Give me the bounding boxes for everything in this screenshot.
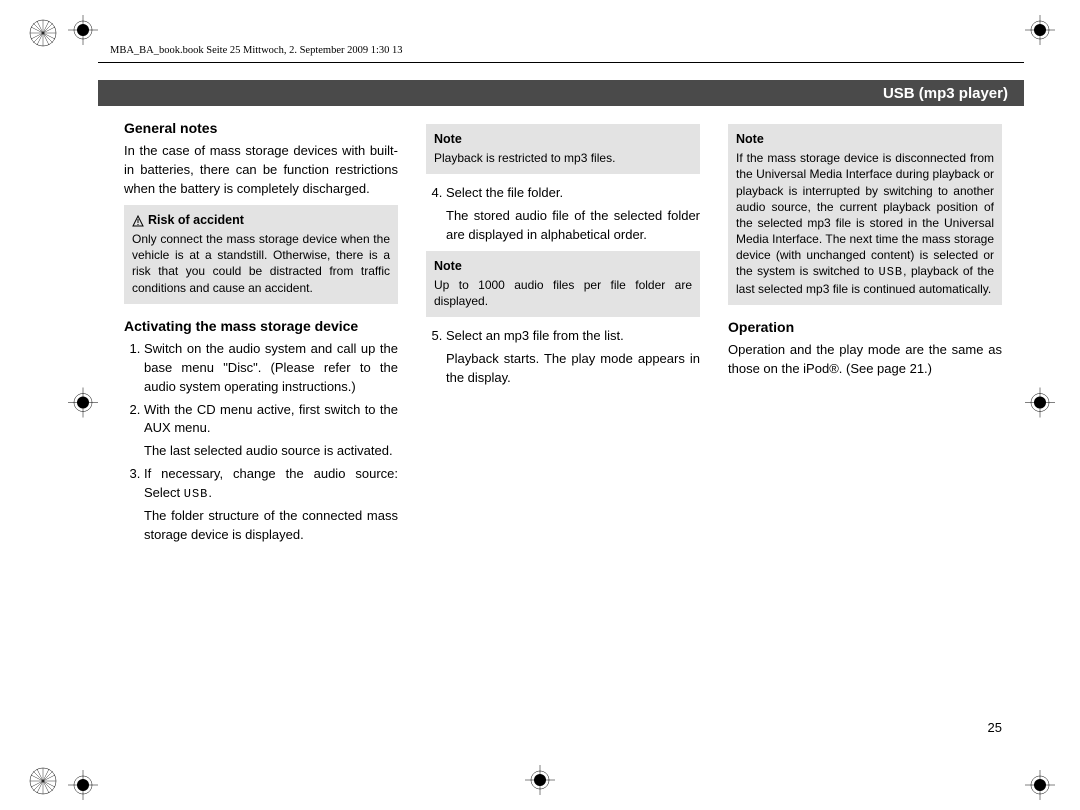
- warning-box: Risk of accident Only connect the mass s…: [124, 205, 398, 304]
- crop-mark-tl: [68, 15, 98, 45]
- warning-body: Only connect the mass storage device whe…: [132, 231, 390, 296]
- note-box-1: Note Playback is restricted to mp3 files…: [426, 124, 700, 174]
- step-2: With the CD menu active, first switch to…: [144, 401, 398, 462]
- crop-rosette-tl: [28, 18, 58, 48]
- note3-body: If the mass storage device is disconnect…: [736, 150, 994, 297]
- page-header: USB (mp3 player): [98, 80, 1024, 106]
- heading-operation: Operation: [728, 317, 1002, 337]
- column-2: Note Playback is restricted to mp3 files…: [426, 118, 700, 549]
- note-box-3: Note If the mass storage device is disco…: [728, 124, 1002, 305]
- step-3: If necessary, change the audio source: S…: [144, 465, 398, 545]
- step-4: Select the file folder. The stored audio…: [446, 184, 700, 245]
- heading-general-notes: General notes: [124, 118, 398, 138]
- warning-title: Risk of accident: [148, 211, 244, 229]
- note2-body: Up to 1000 audio files per file folder a…: [434, 277, 692, 309]
- header-rule: [98, 62, 1024, 63]
- crop-mark-bottom: [525, 765, 555, 800]
- crop-mark-right: [1025, 388, 1055, 423]
- note-box-2: Note Up to 1000 audio files per file fol…: [426, 251, 700, 318]
- note1-title: Note: [434, 130, 692, 148]
- note2-title: Note: [434, 257, 692, 275]
- crop-mark-left: [68, 388, 98, 423]
- step-5: Select an mp3 file from the list. Playba…: [446, 327, 700, 388]
- crop-mark-bl: [68, 770, 98, 800]
- note1-body: Playback is restricted to mp3 files.: [434, 150, 692, 166]
- para-operation: Operation and the play mode are the same…: [728, 341, 1002, 379]
- warning-triangle-icon: [132, 214, 144, 226]
- warning-title-row: Risk of accident: [132, 211, 390, 229]
- crop-mark-br: [1025, 770, 1055, 800]
- para-general: In the case of mass storage devices with…: [124, 142, 398, 199]
- file-info: MBA_BA_book.book Seite 25 Mittwoch, 2. S…: [110, 45, 403, 56]
- page-number: 25: [988, 720, 1002, 735]
- steps-list-3: Select an mp3 file from the list. Playba…: [426, 327, 700, 388]
- step-1: Switch on the audio system and call up t…: [144, 340, 398, 397]
- column-1: General notes In the case of mass storag…: [124, 118, 398, 549]
- content-columns: General notes In the case of mass storag…: [124, 118, 1002, 549]
- crop-rosette-bl: [28, 766, 58, 796]
- steps-list-2: Select the file folder. The stored audio…: [426, 184, 700, 245]
- note3-title: Note: [736, 130, 994, 148]
- crop-mark-tr: [1025, 15, 1055, 45]
- heading-activating: Activating the mass storage device: [124, 316, 398, 336]
- page-header-title: USB (mp3 player): [883, 85, 1008, 102]
- column-3: Note If the mass storage device is disco…: [728, 118, 1002, 549]
- steps-list-1: Switch on the audio system and call up t…: [124, 340, 398, 545]
